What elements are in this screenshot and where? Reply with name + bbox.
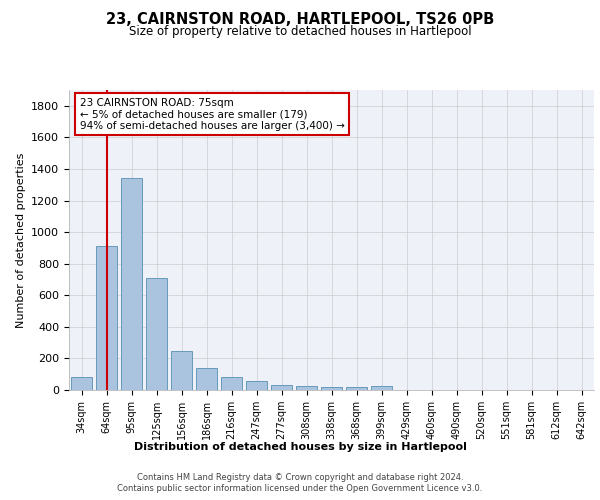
Text: Distribution of detached houses by size in Hartlepool: Distribution of detached houses by size … xyxy=(134,442,466,452)
Bar xyxy=(121,178,142,390)
Text: Contains public sector information licensed under the Open Government Licence v3: Contains public sector information licen… xyxy=(118,484,482,493)
Bar xyxy=(196,368,217,390)
Text: 23, CAIRNSTON ROAD, HARTLEPOOL, TS26 0PB: 23, CAIRNSTON ROAD, HARTLEPOOL, TS26 0PB xyxy=(106,12,494,28)
Bar xyxy=(321,387,342,390)
Bar xyxy=(96,246,117,390)
Bar xyxy=(296,386,317,390)
Bar xyxy=(221,378,242,390)
Bar xyxy=(71,376,92,390)
Text: Size of property relative to detached houses in Hartlepool: Size of property relative to detached ho… xyxy=(128,25,472,38)
Bar xyxy=(171,350,192,390)
Bar xyxy=(271,386,292,390)
Text: Contains HM Land Registry data © Crown copyright and database right 2024.: Contains HM Land Registry data © Crown c… xyxy=(137,472,463,482)
Text: 23 CAIRNSTON ROAD: 75sqm
← 5% of detached houses are smaller (179)
94% of semi-d: 23 CAIRNSTON ROAD: 75sqm ← 5% of detache… xyxy=(79,98,344,130)
Bar xyxy=(146,278,167,390)
Bar xyxy=(371,386,392,390)
Bar xyxy=(346,387,367,390)
Y-axis label: Number of detached properties: Number of detached properties xyxy=(16,152,26,328)
Bar xyxy=(246,382,267,390)
